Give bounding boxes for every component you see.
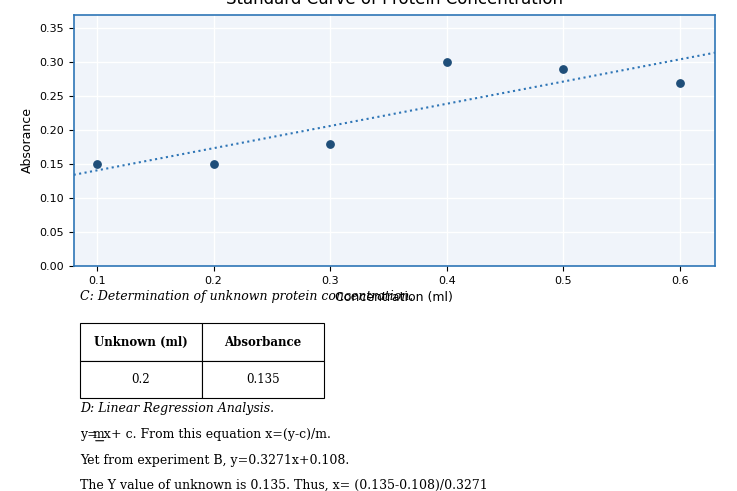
Text: 0.2: 0.2	[132, 373, 150, 386]
Title: Standard Curve of Protein Concentration: Standard Curve of Protein Concentration	[226, 0, 563, 8]
Text: + c. From this equation x=(y-c)/m.: + c. From this equation x=(y-c)/m.	[107, 428, 331, 441]
Point	[441, 58, 453, 66]
Text: C: Determination of unknown protein concentration.: C: Determination of unknown protein conc…	[80, 290, 413, 303]
X-axis label: Concentration (ml): Concentration (ml)	[335, 291, 453, 304]
Point	[324, 140, 336, 148]
Text: Yet from experiment B, y=0.3271x+0.108.: Yet from experiment B, y=0.3271x+0.108.	[80, 454, 349, 466]
FancyBboxPatch shape	[80, 361, 202, 398]
Y-axis label: Absorance: Absorance	[21, 108, 34, 173]
FancyBboxPatch shape	[80, 323, 202, 361]
Point	[674, 79, 686, 86]
Text: Unknown (ml): Unknown (ml)	[94, 335, 188, 349]
Text: y=: y=	[80, 428, 102, 441]
Text: D: Linear Regression Analysis.: D: Linear Regression Analysis.	[80, 402, 274, 415]
Text: 0.135: 0.135	[246, 373, 279, 386]
Text: The Y value of unknown is 0.135. Thus, x= (0.135-0.108)/0.3271: The Y value of unknown is 0.135. Thus, x…	[80, 479, 488, 491]
FancyBboxPatch shape	[202, 323, 324, 361]
Point	[557, 65, 569, 73]
FancyBboxPatch shape	[202, 361, 324, 398]
Text: Absorbance: Absorbance	[224, 335, 301, 349]
Point	[208, 160, 220, 168]
Text: mx: mx	[93, 428, 112, 441]
Point	[91, 160, 103, 168]
